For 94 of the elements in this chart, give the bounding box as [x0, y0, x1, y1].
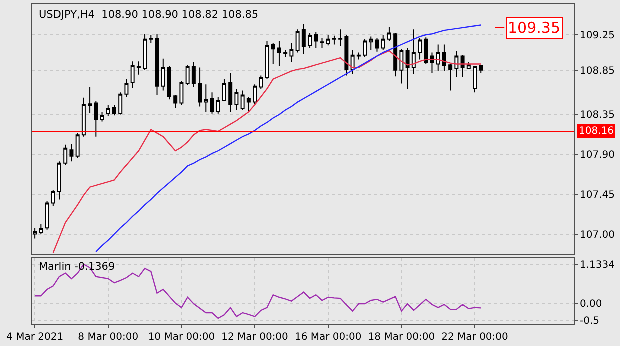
candlestick — [356, 52, 361, 60]
candlestick — [284, 50, 288, 58]
y-tick-label: 108.35 — [580, 110, 615, 122]
candlestick — [363, 38, 368, 58]
candlestick — [234, 88, 239, 111]
candlestick — [344, 34, 349, 76]
candlestick — [186, 64, 190, 86]
candlestick — [375, 38, 380, 52]
candlestick — [265, 40, 270, 80]
candlestick — [155, 34, 160, 96]
candlestick — [308, 32, 312, 49]
candlestick — [240, 90, 245, 111]
candlestick — [381, 34, 386, 51]
candlestick — [76, 132, 80, 159]
candlestick — [400, 48, 404, 84]
candlestick — [174, 94, 178, 110]
candlestick — [314, 32, 318, 49]
candlestick — [118, 92, 123, 116]
y-tick-label: 107.90 — [580, 150, 615, 162]
candlestick — [192, 62, 196, 88]
candlestick — [136, 61, 141, 76]
candlestick — [320, 38, 324, 49]
candlestick — [70, 143, 74, 162]
candlestick — [130, 61, 135, 89]
x-tick-label: 22 Mar 00:00 — [442, 332, 508, 343]
candlestick — [424, 37, 428, 65]
candlestick — [180, 80, 184, 106]
candlestick — [106, 104, 110, 117]
candlestick — [338, 29, 343, 48]
candlestick — [82, 97, 86, 138]
candlestick — [271, 42, 276, 65]
candlestick — [246, 96, 251, 113]
y-tick-label: 107.00 — [580, 230, 615, 241]
candlestick — [259, 75, 264, 90]
candlestick — [143, 34, 148, 71]
candlestick — [33, 228, 38, 240]
candlestick — [412, 29, 416, 74]
candlestick — [228, 72, 233, 113]
candlestick — [332, 35, 336, 46]
candlestick — [112, 104, 116, 116]
candlestick — [442, 44, 446, 72]
candlestick — [277, 40, 282, 66]
candlestick — [58, 161, 62, 200]
x-tick-label: 12 Mar 00:00 — [222, 332, 288, 343]
candlestick — [198, 67, 202, 108]
candlestick — [479, 66, 484, 74]
candlestick — [124, 78, 129, 98]
candlestick — [418, 38, 422, 60]
candlestick — [167, 66, 172, 100]
candlestick — [210, 92, 214, 114]
y-tick-label: 1.1334 — [580, 260, 615, 271]
y-tick-label: 109.25 — [580, 30, 615, 42]
y-tick-label: -0.5 — [580, 316, 600, 328]
candlestick — [460, 54, 465, 78]
candlestick — [302, 24, 306, 55]
candlestick — [39, 224, 44, 235]
candlestick — [253, 84, 258, 105]
x-tick-label: 8 Mar 00:00 — [78, 332, 139, 343]
candlestick — [369, 36, 374, 51]
candlestick — [64, 144, 68, 166]
text: USDJPY,H4 108.90 108.90 108.82 108.85 — [39, 9, 259, 21]
candlestick — [100, 112, 104, 122]
x-tick-label: 18 Mar 00:00 — [368, 332, 436, 343]
candlestick — [94, 100, 98, 138]
candlestick — [45, 201, 50, 230]
candlestick — [394, 32, 398, 78]
candlestick — [149, 34, 154, 44]
y-tick-label: 0.00 — [580, 298, 602, 310]
x-tick-label: 10 Mar 00:00 — [148, 332, 216, 343]
candlestick — [204, 84, 208, 113]
candlestick — [161, 58, 166, 92]
x-tick-label: 16 Mar 00:00 — [294, 332, 362, 343]
candlestick — [454, 50, 459, 78]
candlestick — [222, 78, 226, 102]
candlestick — [436, 44, 440, 72]
y-tick-label: 107.45 — [580, 190, 615, 201]
line-series — [96, 24, 482, 253]
line-series — [52, 50, 482, 254]
candlestick — [387, 26, 392, 42]
candlestick — [88, 86, 92, 114]
candlestick — [296, 29, 300, 54]
candlestick — [406, 48, 410, 90]
text: 109.35 — [508, 19, 560, 37]
y-tick-label: 108.85 — [580, 66, 615, 77]
candlestick — [473, 66, 478, 94]
candlestick — [290, 42, 294, 63]
candlestick — [448, 64, 453, 92]
candlestick — [216, 96, 220, 114]
candlestick — [326, 34, 330, 46]
ref-line-label: 108.16 — [579, 126, 614, 137]
x-tick-label: 4 Mar 2021 — [6, 332, 64, 343]
line-series — [34, 264, 482, 320]
candlestick — [51, 189, 56, 206]
candlestick — [350, 50, 355, 74]
